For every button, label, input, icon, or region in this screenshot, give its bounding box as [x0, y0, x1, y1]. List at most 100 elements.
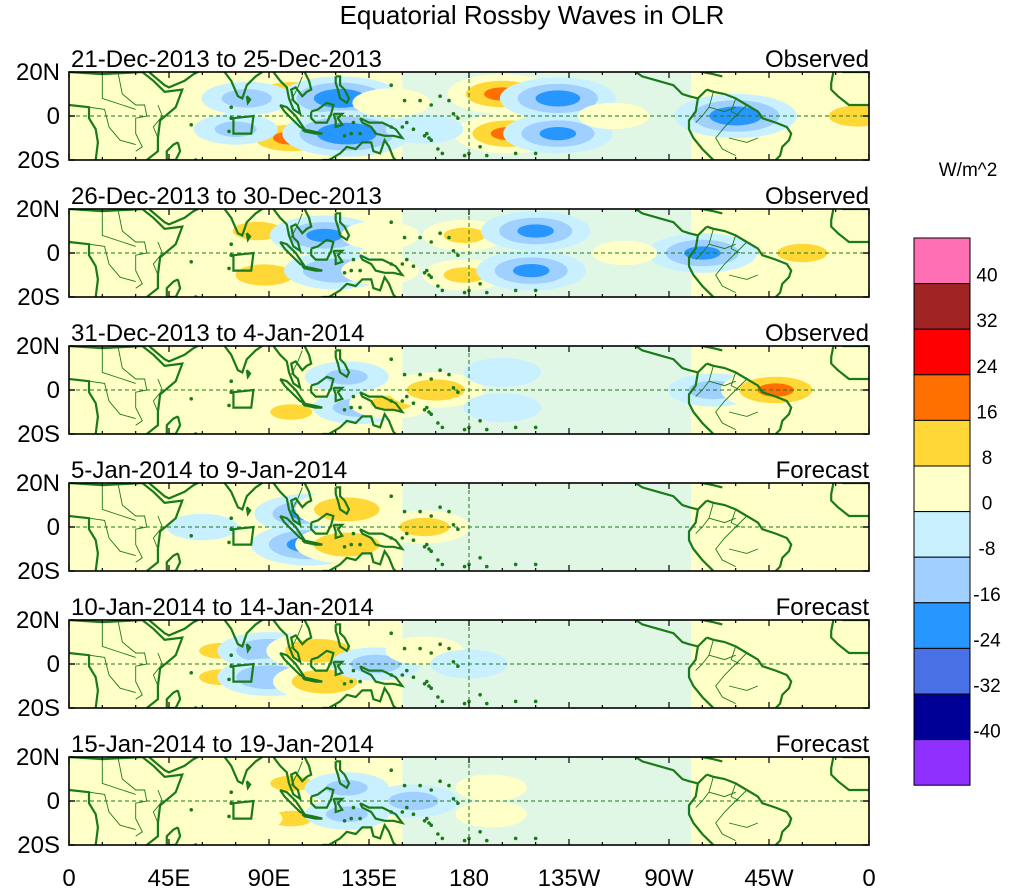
island: [451, 112, 456, 116]
coastline: [635, 72, 708, 100]
island: [513, 425, 518, 430]
island: [513, 151, 518, 156]
coastline: [706, 88, 793, 160]
coastline: [359, 117, 406, 140]
lat-tick-label: 20N: [16, 470, 60, 497]
island: [400, 262, 405, 266]
island: [389, 220, 394, 224]
coastline: [696, 757, 723, 763]
lat-tick-label: 20S: [17, 147, 60, 174]
coastline: [830, 620, 869, 655]
colorbar-swatch: [913, 328, 971, 376]
island: [462, 427, 467, 432]
panel-status: Forecast: [776, 594, 870, 621]
colorbar-swatch: [913, 283, 971, 330]
contour-level: [828, 105, 869, 127]
island: [467, 151, 471, 156]
country-border: [730, 646, 741, 665]
coastline: [301, 402, 323, 409]
coastline: [165, 278, 182, 297]
colorbar-swatch: [913, 419, 971, 467]
island: [427, 547, 431, 551]
island: [418, 235, 422, 240]
coastline: [69, 240, 100, 297]
coastline: [245, 369, 252, 380]
coastline: [165, 689, 182, 708]
island: [451, 660, 456, 664]
coastline: [322, 274, 397, 297]
lon-tick-label: 0: [862, 865, 875, 890]
panel-period: 31-Dec-2013 to 4-Jan-2014: [71, 320, 365, 347]
map-panel-3: 20N 0 20S 31-Dec-2013 to 4-Jan-2014 Observed: [16, 320, 870, 448]
country-border: [290, 350, 303, 375]
island: [478, 830, 482, 834]
island: [229, 664, 234, 668]
island: [478, 556, 482, 560]
island: [422, 134, 427, 138]
lat-tick-label: 0: [47, 788, 60, 815]
colorbar-label: 24: [976, 357, 998, 378]
coastline: [223, 209, 263, 237]
island: [462, 290, 467, 295]
island: [438, 368, 442, 373]
coastline: [359, 802, 406, 825]
island: [427, 410, 431, 414]
island: [418, 98, 422, 103]
island: [438, 231, 442, 235]
coastline: [165, 552, 182, 571]
anomaly-cell: [341, 221, 419, 250]
island: [418, 372, 422, 377]
island: [189, 534, 194, 538]
country-border: [695, 776, 714, 808]
lat-tick-label: 0: [47, 651, 60, 678]
island: [351, 394, 356, 399]
contour-level: [455, 774, 527, 802]
island: [462, 838, 467, 843]
island: [402, 783, 407, 788]
colorbar-label: 40: [976, 266, 997, 287]
country-border: [730, 235, 741, 254]
region-box: [232, 251, 255, 272]
contour-level: [455, 800, 527, 828]
colorbar-swatch: [913, 739, 971, 786]
island: [389, 810, 394, 814]
map-panel-1: 20N 0 20S 21-Dec-2013 to 25-Dec-2013 Observe…: [16, 46, 870, 174]
contour-level: [807, 786, 869, 816]
coastline: [301, 813, 323, 820]
coastline: [359, 528, 406, 551]
island: [389, 673, 394, 677]
lon-tick-label: 180: [449, 865, 489, 890]
island: [533, 836, 538, 841]
island: [418, 509, 422, 514]
lon-tick-label: 0: [62, 865, 75, 890]
island: [513, 288, 518, 293]
island: [342, 271, 347, 275]
anomaly-cell: [577, 102, 650, 130]
island: [400, 673, 405, 677]
island: [440, 151, 445, 156]
coastline: [148, 72, 199, 89]
island: [440, 288, 445, 293]
contour-level: [306, 228, 343, 243]
island: [429, 377, 434, 381]
coastline: [332, 797, 345, 814]
coastline: [165, 141, 182, 160]
coastline: [687, 235, 715, 297]
island: [447, 783, 451, 788]
island: [436, 832, 440, 836]
island: [411, 127, 416, 131]
coastline: [322, 822, 397, 845]
island: [342, 819, 347, 823]
contour-level: [313, 497, 380, 522]
panel-period: 10-Jan-2014 to 14-Jan-2014: [71, 594, 374, 621]
island: [404, 257, 409, 262]
coastline: [279, 651, 308, 680]
island: [438, 94, 442, 98]
island: [351, 668, 356, 673]
lat-tick-label: 20N: [16, 333, 60, 360]
island: [436, 284, 440, 288]
region-box: [232, 388, 255, 409]
coastline: [223, 483, 263, 511]
island: [429, 549, 434, 553]
island: [411, 675, 416, 679]
